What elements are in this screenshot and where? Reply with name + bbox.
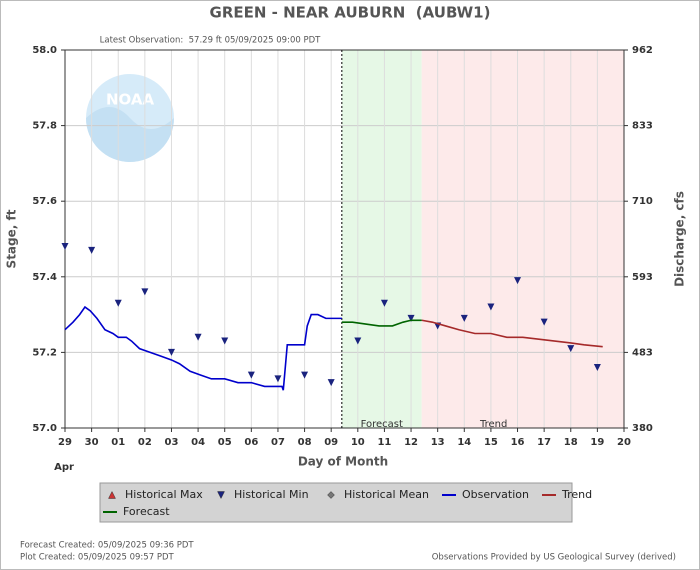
marker: [354, 337, 362, 345]
trend-region: [421, 50, 624, 428]
marker: [540, 318, 548, 326]
marker: [221, 337, 229, 345]
x-sublabel: Apr: [54, 462, 74, 473]
marker: [487, 303, 495, 311]
marker: [327, 379, 335, 387]
legend-label: Trend: [561, 488, 592, 501]
marker: [61, 243, 69, 251]
marker: [88, 246, 96, 254]
marker: [567, 345, 575, 353]
forecast-annotation: Forecast: [361, 419, 403, 430]
logo-text: NOAA: [106, 91, 155, 109]
y2-tick-label: 833: [632, 121, 653, 132]
legend-label: Historical Mean: [344, 488, 429, 501]
y2-tick-label: 962: [632, 45, 653, 56]
marker: [593, 364, 601, 372]
series-line: [341, 319, 422, 327]
marker: [301, 371, 309, 379]
x-tick-label: 08: [298, 437, 312, 448]
legend-swatch: [327, 491, 335, 499]
x-tick-label: 29: [58, 437, 72, 448]
y2-tick-label: 593: [632, 272, 653, 283]
x-tick-label: 01: [111, 437, 125, 448]
x-tick-label: 19: [590, 437, 604, 448]
x-tick-label: 02: [138, 437, 152, 448]
y-axis-label: Stage, ft: [5, 209, 19, 268]
x-axis-label: Day of Month: [298, 455, 388, 469]
y2-tick-label: 483: [632, 347, 653, 358]
chart-title: GREEN - NEAR AUBURN (AUBW1): [210, 4, 491, 22]
marker: [247, 371, 255, 379]
footer-plot: Plot Created: 05/09/2025 09:57 PDT: [20, 553, 174, 563]
x-tick-label: 05: [218, 437, 232, 448]
y-tick-label: 57.4: [32, 272, 57, 283]
plot-frame: [64, 49, 625, 429]
legend-swatch: [108, 490, 116, 499]
x-tick-label: 10: [351, 437, 365, 448]
series-line: [421, 319, 603, 348]
x-tick-label: 17: [537, 437, 551, 448]
marker: [141, 288, 149, 296]
legend-swatch: [217, 491, 225, 500]
marker: [380, 299, 388, 307]
marker: [114, 299, 122, 307]
x-tick-label: 18: [564, 437, 578, 448]
marker: [514, 277, 522, 285]
x-tick-label: 15: [484, 437, 498, 448]
y-tick-label: 57.0: [32, 423, 57, 434]
x-tick-label: 09: [324, 437, 338, 448]
footer-credit: Observations Provided by US Geological S…: [432, 553, 676, 563]
legend-label: Forecast: [123, 505, 170, 518]
marker: [274, 375, 282, 383]
trend-annotation: Trend: [479, 419, 507, 430]
y2-axis-label: Discharge, cfs: [673, 191, 687, 287]
marker: [167, 348, 175, 356]
y2-tick-label: 710: [632, 196, 653, 207]
subtitle: Latest Observation: 57.29 ft 05/09/2025 …: [100, 36, 321, 46]
x-tick-label: 12: [404, 437, 418, 448]
x-tick-label: 04: [191, 437, 205, 448]
y-tick-label: 58.0: [32, 45, 57, 56]
y-tick-label: 57.2: [32, 347, 57, 358]
x-tick-label: 03: [165, 437, 179, 448]
footer-forecast: Forecast Created: 05/09/2025 09:36 PDT: [20, 541, 194, 551]
legend-label: Historical Min: [234, 488, 309, 501]
legend-box: [99, 482, 573, 523]
x-tick-label: 16: [511, 437, 525, 448]
marker: [194, 333, 202, 341]
logo: [86, 74, 174, 162]
legend-label: Observation: [462, 488, 529, 501]
y2-tick-label: 380: [632, 423, 653, 434]
x-tick-label: 20: [617, 437, 631, 448]
marker: [407, 314, 415, 322]
x-tick-label: 14: [457, 437, 471, 448]
y-tick-label: 57.8: [32, 121, 57, 132]
series-line: [64, 305, 342, 391]
forecast-region: [341, 50, 422, 428]
x-tick-label: 30: [85, 437, 99, 448]
legend-label: Historical Max: [125, 488, 203, 501]
x-tick-label: 07: [271, 437, 285, 448]
x-tick-label: 11: [377, 437, 391, 448]
y-tick-label: 57.6: [32, 196, 57, 207]
x-tick-label: 06: [244, 437, 258, 448]
marker: [460, 314, 468, 322]
x-tick-label: 13: [431, 437, 445, 448]
